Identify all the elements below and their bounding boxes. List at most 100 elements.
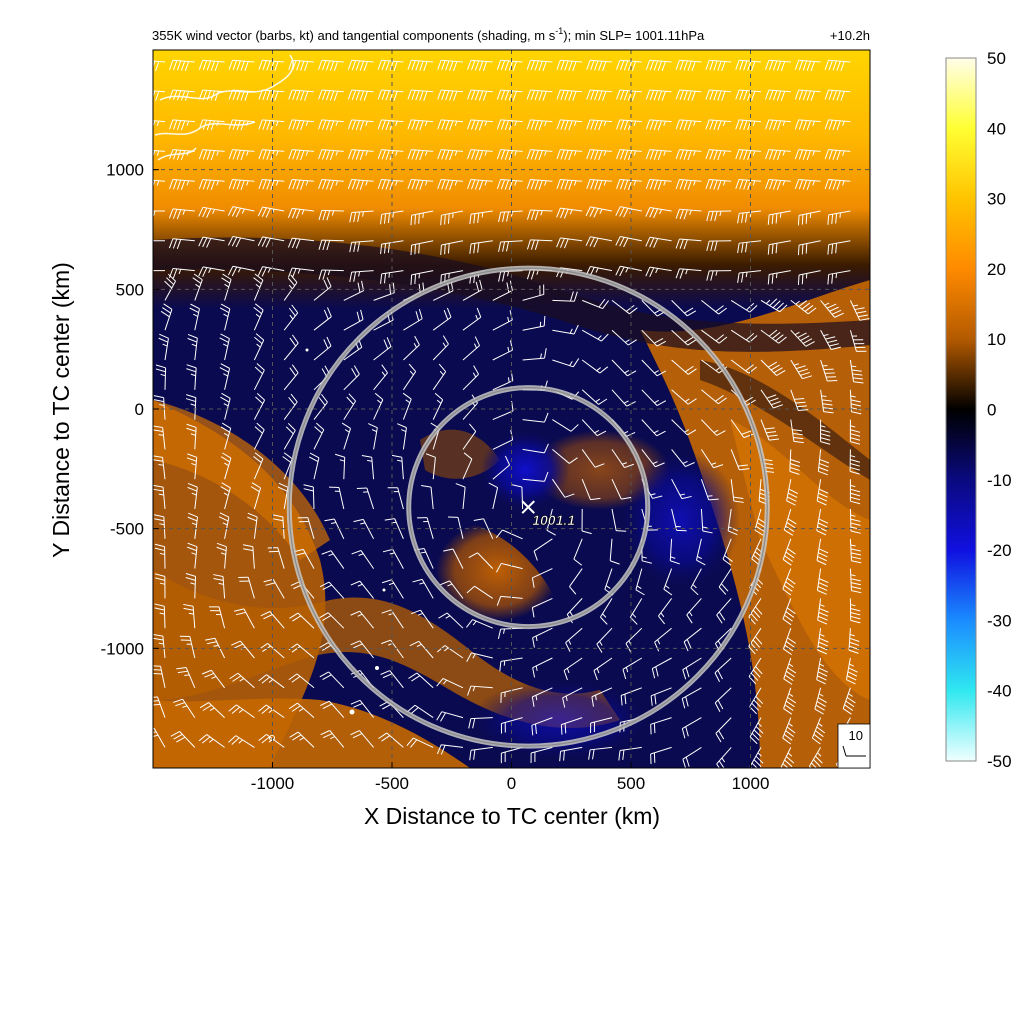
wind-barb bbox=[467, 59, 493, 72]
wind-barb bbox=[849, 389, 862, 415]
wind-barb bbox=[522, 348, 547, 361]
wind-barb bbox=[407, 178, 434, 190]
wind-barb bbox=[635, 568, 645, 596]
wind-barb bbox=[609, 538, 620, 565]
wind-barb bbox=[407, 149, 434, 161]
wind-barb bbox=[258, 178, 285, 190]
wind-barb bbox=[320, 700, 345, 718]
wind-barb bbox=[437, 89, 464, 101]
wind-barb bbox=[645, 178, 672, 190]
wind-barb bbox=[782, 598, 796, 626]
wind-barb bbox=[201, 669, 225, 689]
wind-barb bbox=[526, 89, 553, 101]
wind-barb bbox=[794, 119, 821, 131]
wind-barb bbox=[573, 538, 583, 566]
wind-barb bbox=[790, 329, 815, 347]
colorbar-tick-label: 20 bbox=[987, 260, 1006, 279]
wind-barb bbox=[380, 210, 404, 225]
wind-barb bbox=[169, 89, 195, 101]
wind-barb bbox=[495, 529, 523, 540]
wind-barb bbox=[313, 336, 332, 361]
wind-barb bbox=[257, 266, 285, 277]
wind-barb bbox=[789, 449, 801, 475]
wind-barb bbox=[586, 119, 613, 131]
wind-barb bbox=[155, 573, 166, 599]
wind-barb bbox=[641, 329, 667, 347]
wind-barb bbox=[219, 333, 230, 361]
wind-barb bbox=[651, 657, 672, 679]
wind-barb bbox=[407, 59, 434, 72]
wind-barb bbox=[308, 452, 320, 480]
wind-barb bbox=[700, 508, 713, 534]
wind-barb bbox=[767, 270, 791, 285]
wind-barb bbox=[816, 538, 829, 566]
wind-barb bbox=[185, 573, 197, 599]
wind-barb bbox=[318, 209, 344, 221]
wind-barb bbox=[380, 240, 404, 255]
wind-barb bbox=[817, 628, 829, 655]
wind-barb bbox=[350, 640, 374, 659]
wind-barb bbox=[765, 149, 791, 161]
wind-barb bbox=[425, 453, 436, 480]
wind-barb bbox=[253, 303, 264, 331]
wind-barb bbox=[469, 210, 493, 225]
wind-barb bbox=[313, 422, 325, 450]
wind-barb bbox=[347, 59, 374, 72]
wind-barb bbox=[749, 717, 764, 745]
wind-barb bbox=[432, 392, 444, 420]
wind-barb bbox=[705, 59, 732, 72]
wind-barb bbox=[500, 717, 523, 734]
wind-barb bbox=[675, 149, 702, 161]
wind-barb bbox=[343, 309, 364, 331]
wind-barb bbox=[319, 671, 345, 689]
wind-barb bbox=[469, 240, 493, 254]
wind-barb bbox=[297, 517, 315, 539]
wind-barb bbox=[407, 704, 434, 719]
wind-barb bbox=[701, 300, 727, 315]
colorbar-tick-label: -50 bbox=[987, 752, 1012, 771]
wind-barb bbox=[436, 744, 464, 755]
wind-barb bbox=[526, 239, 553, 250]
wind-barb bbox=[760, 359, 786, 376]
wind-barb bbox=[378, 732, 404, 748]
wind-barb bbox=[153, 425, 166, 450]
wind-barb bbox=[187, 482, 198, 510]
wind-barb bbox=[849, 449, 861, 475]
wind-barb bbox=[681, 687, 702, 709]
wind-barb bbox=[153, 514, 166, 539]
wind-barb bbox=[257, 236, 285, 248]
wind-barb bbox=[552, 358, 580, 368]
wind-barb bbox=[848, 628, 860, 654]
wind-barb bbox=[811, 717, 826, 745]
wind-barb bbox=[227, 206, 255, 218]
wind-barb bbox=[377, 149, 404, 161]
wind-barb bbox=[682, 746, 702, 768]
wind-barb bbox=[849, 359, 864, 384]
wind-barb bbox=[849, 568, 862, 594]
wind-barb bbox=[586, 89, 613, 101]
wind-barb bbox=[356, 487, 375, 510]
wind-barb bbox=[221, 273, 232, 301]
wind-barb bbox=[283, 334, 299, 361]
wind-barb bbox=[581, 479, 601, 501]
wind-barb bbox=[228, 59, 255, 72]
wind-barb bbox=[820, 329, 841, 351]
wind-barb bbox=[683, 627, 702, 652]
wind-barb bbox=[229, 672, 255, 689]
wind-barb bbox=[814, 687, 827, 715]
wind-barb bbox=[387, 487, 404, 510]
x-tick-label: 1000 bbox=[732, 774, 770, 793]
wind-barb bbox=[671, 419, 697, 436]
wind-barb bbox=[283, 274, 298, 301]
wind-barb bbox=[645, 89, 672, 101]
wind-barb bbox=[176, 667, 196, 688]
wind-barb bbox=[820, 300, 844, 318]
wind-barb bbox=[467, 178, 493, 190]
wind-barb bbox=[730, 449, 750, 471]
wind-barb bbox=[645, 149, 672, 161]
wind-barb bbox=[556, 149, 583, 161]
wind-barb bbox=[663, 568, 673, 596]
wind-barb bbox=[671, 389, 697, 405]
wind-barb bbox=[556, 178, 583, 190]
wind-barb bbox=[436, 711, 464, 722]
